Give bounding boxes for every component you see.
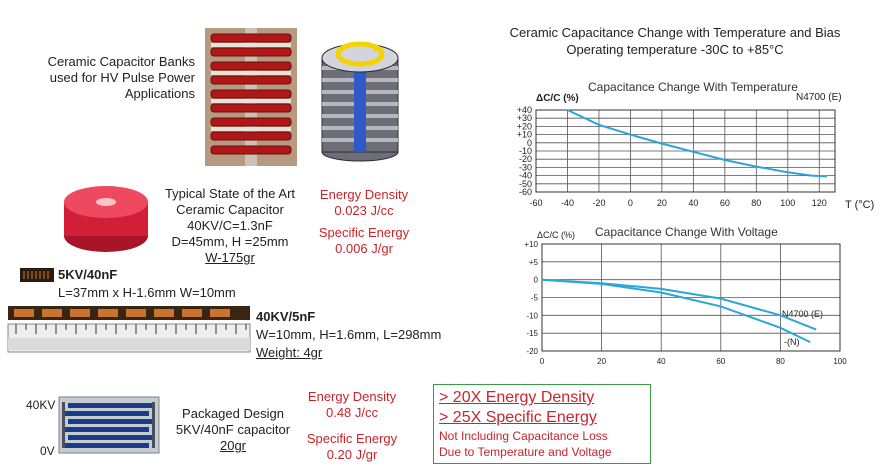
volt-chart-ylabel: ΔC/C (%) xyxy=(537,230,576,240)
y-tick-label: -50 xyxy=(519,179,532,189)
summary-energy-density: > 20X Energy Density xyxy=(439,389,595,406)
x-tick-label: -60 xyxy=(529,198,542,208)
strip-capacitor-title: 40KV/5nF xyxy=(256,309,316,324)
energy-density-value: 0.48 J/cc xyxy=(325,405,379,420)
banks-caption: Ceramic Capacitor Banks used for HV Puls… xyxy=(20,54,195,102)
x-tick-label: 20 xyxy=(657,198,667,208)
x-tick-label: 0 xyxy=(628,198,633,208)
x-tick-label: 100 xyxy=(833,357,847,366)
y-tick-label: +5 xyxy=(529,258,539,267)
summary-note-2: Due to Temperature and Voltage xyxy=(439,445,612,459)
y-tick-label: +10 xyxy=(524,240,538,249)
y-tick-label: +30 xyxy=(517,113,532,123)
right-heading-line-2: Operating temperature -30C to +85°C xyxy=(566,42,784,57)
typical-line: 40KV/C=1.3nF xyxy=(187,218,273,233)
temp-chart-xlabel: T (°C) xyxy=(845,199,875,211)
y-tick-label: -40 xyxy=(519,171,532,181)
right-heading: Ceramic Capacitance Change with Temperat… xyxy=(480,24,870,58)
typical-energy: Energy Density 0.023 J/cc Specific Energ… xyxy=(304,187,424,257)
series-line xyxy=(541,278,817,331)
strip-capacitor-photo xyxy=(7,306,251,353)
plot-frame xyxy=(541,243,841,352)
typical-capacitor-description: Typical State of the Art Ceramic Capacit… xyxy=(160,186,300,266)
summary-box: > 20X Energy Density > 25X Specific Ener… xyxy=(433,384,651,464)
energy-density-label: Energy Density xyxy=(307,389,397,404)
series-line xyxy=(567,109,828,178)
packaged-capacitor-diagram xyxy=(58,396,160,454)
series-line xyxy=(541,278,811,344)
y-tick-label: -10 xyxy=(526,311,538,320)
typical-line: Ceramic Capacitor xyxy=(176,202,284,217)
specific-energy-value: 0.20 J/gr xyxy=(326,447,378,462)
packaged-description: Packaged Design 5KV/40nF capacitor 20gr xyxy=(168,406,298,454)
x-tick-label: 40 xyxy=(657,357,666,366)
capacitor-bank-photo xyxy=(205,28,297,166)
specific-energy-label: Specific Energy xyxy=(318,225,410,240)
y-tick-label: -20 xyxy=(526,347,538,356)
x-tick-label: 100 xyxy=(780,198,795,208)
specific-energy-value: 0.006 J/gr xyxy=(335,241,393,256)
x-tick-label: -20 xyxy=(592,198,605,208)
banks-caption-line: used for HV Pulse Power xyxy=(49,70,195,85)
banks-caption-line: Ceramic Capacitor Banks xyxy=(47,54,195,69)
packaged-energy: Energy Density 0.48 J/cc Specific Energy… xyxy=(296,389,408,463)
y-tick-label: -30 xyxy=(519,162,532,172)
small-capacitor-title: 5KV/40nF xyxy=(58,267,118,282)
volt-series-label-e: N4700 (E) xyxy=(782,309,824,319)
x-tick-label: 80 xyxy=(776,357,785,366)
y-tick-label: +40 xyxy=(517,105,532,115)
x-tick-label: 20 xyxy=(597,357,606,366)
temp-chart-series-label: N4700 (E) xyxy=(796,92,842,103)
typical-line: Typical State of the Art xyxy=(164,186,296,201)
y-tick-label: -10 xyxy=(519,146,532,156)
volt-series-label-n: -(N) xyxy=(784,337,800,347)
typical-weight: W-175gr xyxy=(205,250,255,265)
volt-chart-title: Capacitance Change With Voltage xyxy=(595,225,778,239)
capacitor-stack-photo xyxy=(316,28,404,164)
specific-energy-label: Specific Energy xyxy=(306,431,398,446)
voltage-label-bottom: 0V xyxy=(40,444,55,458)
y-tick-label: 0 xyxy=(534,276,539,285)
banks-caption-line: Applications xyxy=(124,86,195,101)
y-tick-label: 0 xyxy=(527,138,532,148)
x-tick-label: 60 xyxy=(720,198,730,208)
plot-frame xyxy=(535,109,836,193)
y-tick-label: -20 xyxy=(519,154,532,164)
packaged-line: 5KV/40nF capacitor xyxy=(175,422,291,437)
x-tick-label: 120 xyxy=(812,198,827,208)
packaged-line: Packaged Design xyxy=(182,406,284,421)
voltage-label-top: 40KV xyxy=(26,398,56,412)
x-tick-label: 40 xyxy=(688,198,698,208)
temp-chart: -60 -40 -20 0 20 40 60 80 100 120+40+30+20+100-10… xyxy=(517,105,836,208)
summary-note-1: Not Including Capacitance Loss xyxy=(439,429,608,443)
energy-density-label: Energy Density xyxy=(319,187,409,202)
y-tick-label: -5 xyxy=(531,294,539,303)
strip-capacitor-weight: Weight: 4gr xyxy=(256,345,323,360)
y-tick-label: +20 xyxy=(517,121,532,131)
strip-capacitor-dims: W=10mm, H=1.6mm, L=298mm xyxy=(256,327,442,342)
x-tick-label: 0 xyxy=(540,357,545,366)
typical-line: D=45mm, H =25mm xyxy=(171,234,289,249)
volt-chart: 0 20 40 60 80 100 +10 +5 0 -5 -10 -15 -20 xyxy=(524,240,847,366)
summary-specific-energy: > 25X Specific Energy xyxy=(439,409,597,426)
x-tick-label: 80 xyxy=(751,198,761,208)
energy-density-value: 0.023 J/cc xyxy=(334,203,394,218)
y-tick-label: +10 xyxy=(517,130,532,140)
temp-chart-title: Capacitance Change With Temperature xyxy=(588,80,798,94)
small-capacitor-dims: L=37mm x H-1.6mm W=10mm xyxy=(58,285,236,300)
x-tick-label: 60 xyxy=(716,357,725,366)
packaged-weight: 20gr xyxy=(219,438,247,453)
right-heading-line-1: Ceramic Capacitance Change with Temperat… xyxy=(509,25,841,40)
y-tick-label: -15 xyxy=(526,329,538,338)
small-capacitor-photo xyxy=(20,268,54,282)
y-tick-label: -60 xyxy=(519,187,532,197)
x-tick-label: -40 xyxy=(561,198,574,208)
disc-capacitor-photo xyxy=(64,186,148,252)
temp-chart-ylabel: ΔC/C (%) xyxy=(536,93,579,104)
